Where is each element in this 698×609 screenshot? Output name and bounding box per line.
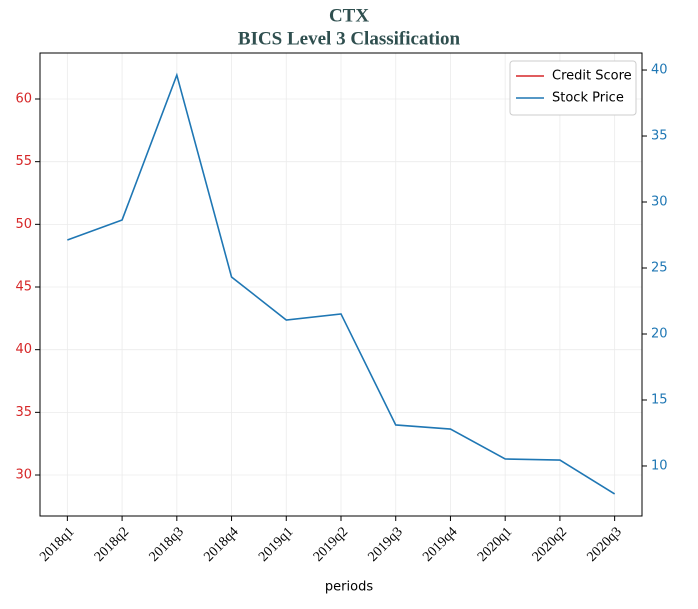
x-tick-label: 2019q4 [420, 524, 460, 564]
y-tick-label: 55 [15, 154, 32, 169]
y2-tick-label: 40 [651, 63, 668, 78]
legend-box [509, 60, 637, 116]
y-tick-label: 35 [15, 405, 32, 420]
y-tick-label: 50 [15, 217, 32, 232]
series-line [67, 72, 616, 495]
legend-label: Credit Score [552, 69, 632, 84]
x-tick-label: 2018q3 [147, 524, 187, 564]
x-tick-label: 2019q1 [256, 524, 296, 564]
x-tick-label: 2018q1 [37, 524, 77, 564]
x-tick-label: 2020q2 [530, 524, 570, 564]
legend-label: Stock Price [552, 91, 624, 106]
y2-tick-label: 10 [651, 458, 668, 473]
y-tick-label: 60 [15, 91, 32, 106]
plot-frame [39, 52, 643, 517]
x-tick-label: 2020q3 [584, 524, 624, 564]
y2-tick-label: 35 [651, 129, 668, 144]
x-tick-label: 2019q2 [311, 524, 351, 564]
y2-tick-label: 30 [651, 195, 668, 210]
y2-tick-label: 25 [651, 261, 668, 276]
x-tick-label: 2019q3 [366, 524, 406, 564]
chart-subtitle: BICS Level 3 Classification [238, 28, 461, 49]
x-tick-label: 2018q2 [92, 524, 132, 564]
x-tick-label: 2018q4 [201, 524, 241, 564]
x-axis-label: periods [325, 580, 373, 595]
x-tick-label: 2020q1 [475, 524, 515, 564]
y-tick-label: 30 [15, 468, 32, 483]
y2-tick-label: 20 [651, 326, 668, 341]
y-tick-label: 45 [15, 280, 32, 295]
y2-tick-label: 15 [651, 392, 668, 407]
legend: Credit Score Stock Price [509, 60, 637, 116]
y-tick-label: 40 [15, 342, 32, 357]
chart-title: CTX [329, 5, 369, 26]
